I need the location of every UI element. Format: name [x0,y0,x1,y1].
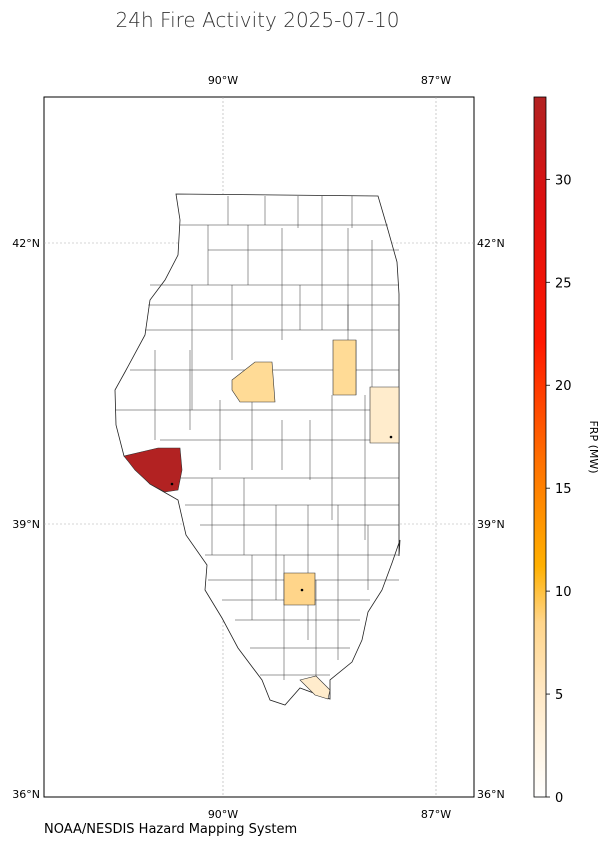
lat-tick-right-36: 36°N [477,788,505,801]
colorbar-tick-label: 25 [555,276,572,291]
fire-point [389,435,393,439]
colorbar-label: FRP (MW) [587,420,600,473]
fire-county-east-central [332,339,357,396]
colorbar-tick-label: 5 [555,688,563,703]
lon-tick-bottom-90: 90°W [208,808,238,821]
colorbar-tick-label: 0 [555,791,563,806]
fire-point [300,588,304,592]
colorbar-tick-label: 30 [555,173,572,188]
colorbar-tick-label: 15 [555,482,572,497]
county-borders [115,196,399,680]
illinois-outline [114,193,401,706]
data-source: NOAA/NESDIS Hazard Mapping System [44,822,298,837]
colorbar-tick-label: 20 [555,379,572,394]
lon-tick-bottom-87: 87°W [421,808,451,821]
lat-tick-left-36: 36°N [12,788,40,801]
lat-tick-right-39: 39°N [477,518,505,531]
fire-county-southern [283,572,316,606]
lat-tick-left-42: 42°N [12,237,40,250]
fire-county-eastern-border [369,386,400,444]
lon-tick-top-87: 87°W [421,74,451,87]
lon-tick-top-90: 90°W [208,74,238,87]
colorbar [533,96,547,798]
fire-point [170,482,174,486]
fire-county-west-central [123,447,183,493]
map-title: 24h Fire Activity 2025-07-10 [115,8,400,32]
colorbar-tick-label: 10 [555,585,572,600]
fire-county-central [231,361,276,403]
fire-county-southern-tip [299,675,331,700]
lat-tick-left-39: 39°N [12,518,40,531]
lat-tick-right-42: 42°N [477,237,505,250]
colorbar-ticks: 0 5 10 15 20 25 30 [546,173,572,806]
